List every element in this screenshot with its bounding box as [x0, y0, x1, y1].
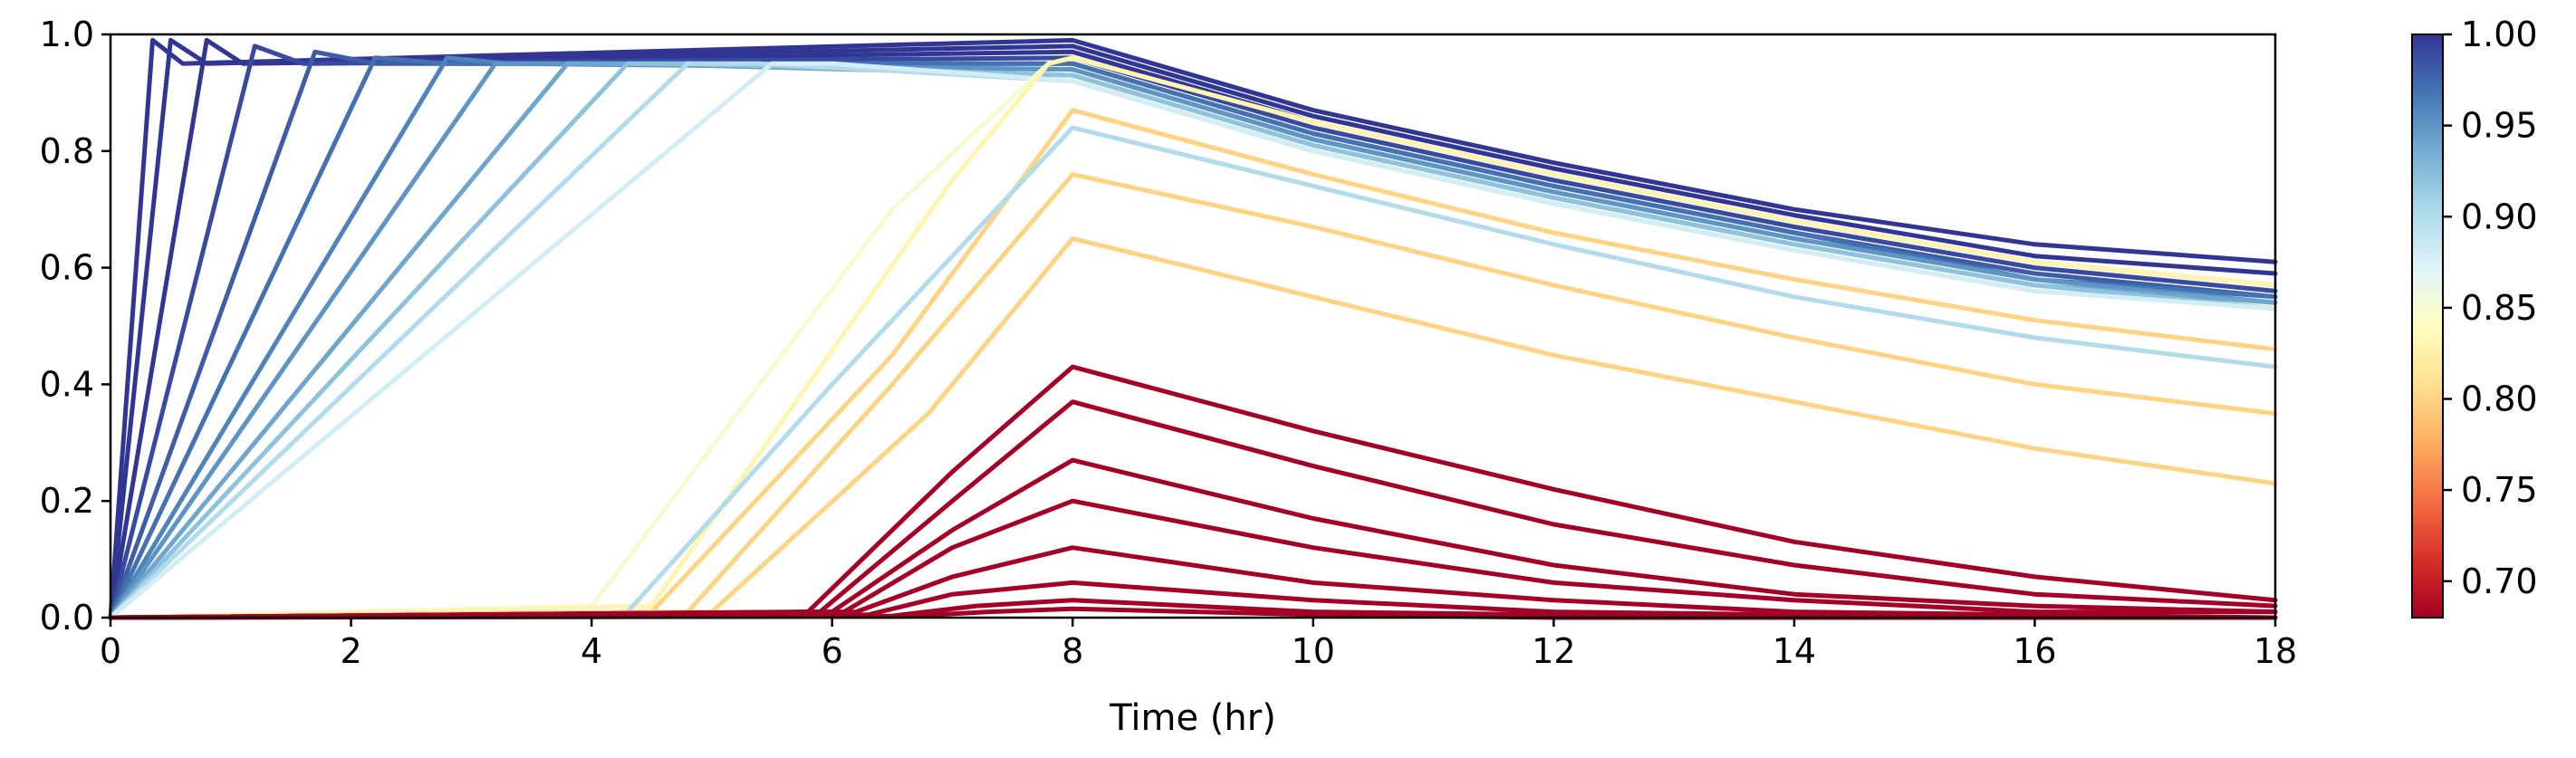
series-line-s21 — [108, 457, 2278, 620]
series-line-s18 — [108, 235, 2278, 620]
x-tick-label: 6 — [822, 631, 843, 671]
y-axis: 0.0 0.2 0.4 0.6 0.8 1.0 — [40, 14, 111, 638]
series-line-s01 — [108, 37, 2278, 620]
x-tick-label: 14 — [1773, 631, 1816, 671]
x-tick-label: 16 — [2013, 631, 2056, 671]
x-tick-label: 18 — [2254, 631, 2297, 671]
x-tick-label: 10 — [1292, 631, 1335, 671]
x-tick-label: 2 — [340, 631, 361, 671]
series-line-s10 — [108, 61, 2278, 620]
colorbar-tick-label: 0.80 — [2461, 379, 2538, 419]
colorbar: 0.70 0.75 0.80 0.85 0.90 0.95 1.00 — [2411, 14, 2538, 619]
colorbar-tick-label: 0.95 — [2461, 106, 2538, 146]
series-line-s17 — [108, 172, 2278, 620]
x-tick-label: 12 — [1532, 631, 1575, 671]
x-axis-title: Time (hr) — [1109, 697, 1276, 739]
y-tick-label: 1.0 — [40, 14, 94, 54]
y-tick-label: 0.6 — [40, 248, 94, 288]
x-tick-label: 0 — [100, 631, 121, 671]
y-tick-label: 0.0 — [40, 598, 94, 638]
series-line-s20 — [108, 399, 2278, 620]
series-line-s03 — [108, 37, 2278, 620]
series-layer — [108, 37, 2278, 620]
series-line-s19 — [108, 364, 2278, 620]
colorbar-tick-label: 0.70 — [2461, 561, 2538, 601]
x-axis: 0 2 4 6 8 10 12 14 16 18 — [100, 618, 2297, 671]
colorbar-gradient — [2411, 34, 2444, 619]
series-line-s05 — [108, 49, 2278, 620]
series-line-s16 — [108, 125, 2278, 620]
colorbar-tick-label: 0.75 — [2461, 470, 2538, 510]
series-line-s22 — [108, 498, 2278, 620]
y-tick-label: 0.2 — [40, 481, 94, 521]
plot-frame — [109, 33, 2277, 619]
colorbar-tick-label: 0.85 — [2461, 288, 2538, 328]
series-line-s08 — [108, 61, 2278, 620]
colorbar-tick-label: 0.90 — [2461, 197, 2538, 236]
series-line-s14 — [108, 55, 2278, 620]
colorbar-tick-label: 1.00 — [2461, 14, 2538, 54]
series-line-s23 — [108, 545, 2278, 620]
x-tick-label: 8 — [1062, 631, 1083, 671]
series-line-s12 — [108, 61, 2278, 620]
series-line-s02 — [108, 37, 2278, 620]
y-tick-label: 0.4 — [40, 364, 94, 404]
series-line-s15 — [108, 108, 2278, 620]
x-tick-label: 4 — [581, 631, 602, 671]
y-tick-label: 0.8 — [40, 131, 94, 171]
series-line-s04 — [108, 43, 2278, 620]
